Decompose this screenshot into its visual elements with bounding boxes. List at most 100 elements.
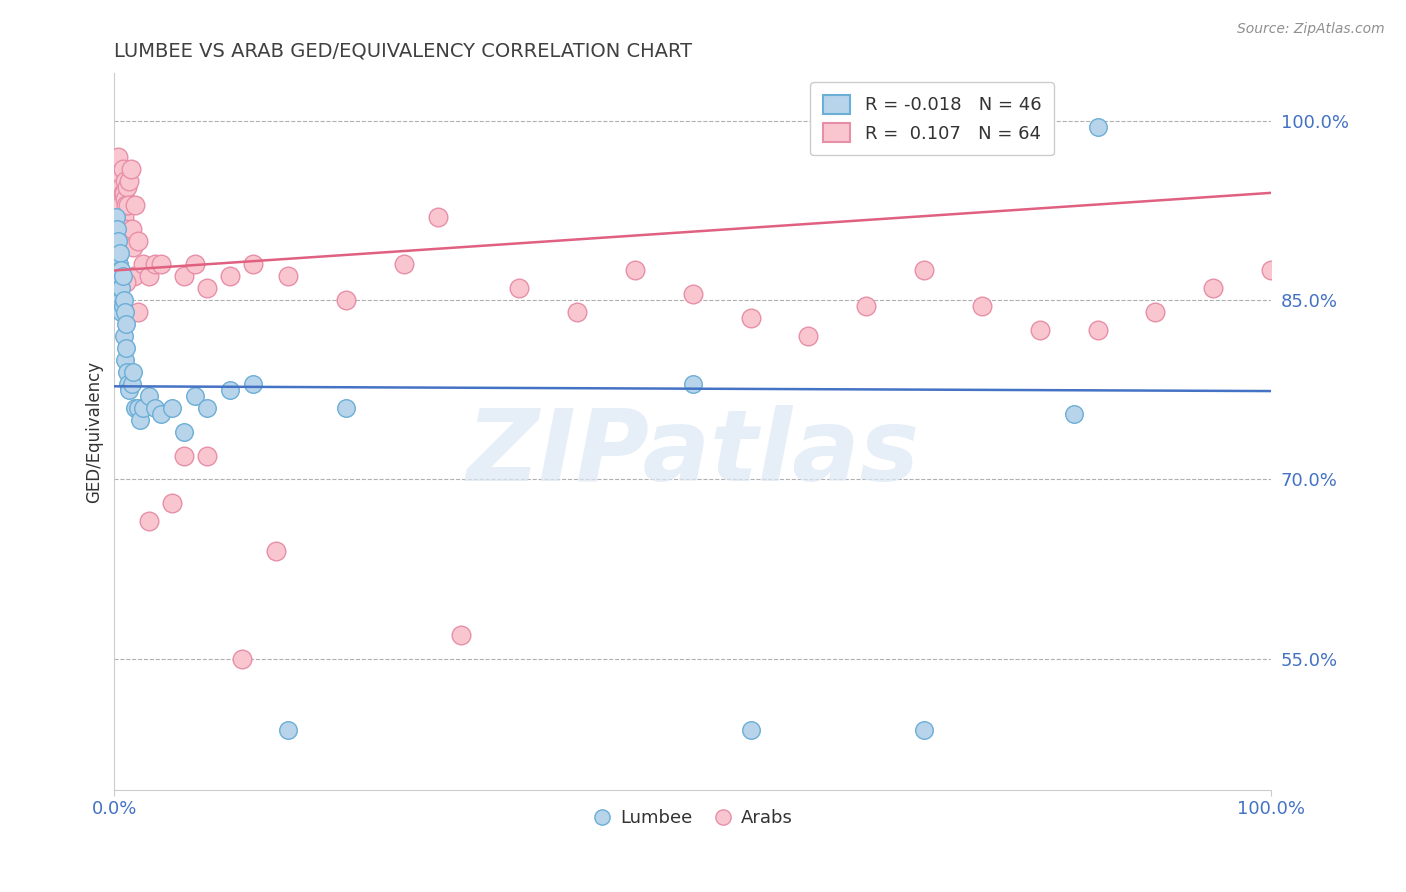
- Point: [111, 269, 134, 284]
- Point: [110, 198, 132, 212]
- Point: [624, 263, 647, 277]
- Point: [138, 514, 160, 528]
- Point: [110, 305, 132, 319]
- Point: [114, 192, 136, 206]
- Point: [110, 263, 132, 277]
- Text: LUMBEE VS ARAB GED/EQUIVALENCY CORRELATION CHART: LUMBEE VS ARAB GED/EQUIVALENCY CORRELATI…: [114, 42, 693, 61]
- Point: [128, 413, 150, 427]
- Point: [127, 401, 149, 415]
- Point: [115, 317, 138, 331]
- Point: [117, 376, 139, 391]
- Point: [277, 269, 299, 284]
- Point: [117, 234, 139, 248]
- Point: [392, 258, 415, 272]
- Point: [266, 544, 288, 558]
- Point: [115, 198, 138, 212]
- Point: [112, 186, 135, 200]
- Point: [108, 179, 131, 194]
- Point: [108, 168, 131, 182]
- Point: [127, 234, 149, 248]
- Point: [108, 281, 131, 295]
- Point: [912, 263, 935, 277]
- Point: [108, 245, 131, 260]
- Legend: Lumbee, Arabs: Lumbee, Arabs: [585, 802, 800, 835]
- Point: [138, 269, 160, 284]
- Point: [335, 401, 357, 415]
- Point: [105, 258, 128, 272]
- Point: [1260, 263, 1282, 277]
- Point: [1087, 323, 1109, 337]
- Point: [195, 449, 218, 463]
- Point: [855, 299, 877, 313]
- Point: [124, 401, 146, 415]
- Point: [115, 365, 138, 379]
- Point: [195, 281, 218, 295]
- Point: [110, 281, 132, 295]
- Point: [122, 239, 145, 253]
- Point: [105, 179, 128, 194]
- Point: [149, 258, 172, 272]
- Point: [108, 192, 131, 206]
- Point: [117, 198, 139, 212]
- Point: [162, 496, 184, 510]
- Point: [797, 329, 820, 343]
- Point: [184, 258, 207, 272]
- Point: [450, 628, 472, 642]
- Point: [121, 376, 143, 391]
- Point: [138, 389, 160, 403]
- Point: [114, 174, 136, 188]
- Point: [108, 258, 131, 272]
- Point: [508, 281, 530, 295]
- Point: [111, 161, 134, 176]
- Point: [121, 221, 143, 235]
- Point: [173, 449, 195, 463]
- Point: [132, 401, 155, 415]
- Point: [127, 305, 149, 319]
- Point: [111, 299, 134, 313]
- Point: [242, 258, 264, 272]
- Text: Source: ZipAtlas.com: Source: ZipAtlas.com: [1237, 22, 1385, 37]
- Point: [162, 401, 184, 415]
- Point: [132, 258, 155, 272]
- Point: [1202, 281, 1225, 295]
- Point: [114, 353, 136, 368]
- Point: [740, 311, 762, 326]
- Point: [335, 293, 357, 308]
- Point: [104, 210, 127, 224]
- Point: [149, 407, 172, 421]
- Point: [970, 299, 993, 313]
- Point: [118, 174, 141, 188]
- Point: [195, 401, 218, 415]
- Point: [682, 376, 704, 391]
- Point: [107, 269, 129, 284]
- Point: [231, 651, 253, 665]
- Point: [1063, 407, 1085, 421]
- Text: ZIPatlas: ZIPatlas: [467, 405, 920, 501]
- Point: [173, 269, 195, 284]
- Point: [108, 203, 131, 218]
- Point: [122, 269, 145, 284]
- Point: [219, 269, 242, 284]
- Point: [1087, 120, 1109, 135]
- Point: [173, 425, 195, 439]
- Point: [740, 723, 762, 738]
- Point: [219, 383, 242, 397]
- Point: [112, 210, 135, 224]
- Point: [682, 287, 704, 301]
- Point: [105, 221, 128, 235]
- Point: [107, 150, 129, 164]
- Point: [104, 161, 127, 176]
- Point: [110, 179, 132, 194]
- Point: [114, 305, 136, 319]
- Point: [112, 293, 135, 308]
- Point: [107, 234, 129, 248]
- Point: [143, 258, 166, 272]
- Point: [112, 329, 135, 343]
- Y-axis label: GED/Equivalency: GED/Equivalency: [86, 360, 103, 503]
- Point: [912, 723, 935, 738]
- Point: [118, 383, 141, 397]
- Point: [108, 287, 131, 301]
- Point: [277, 723, 299, 738]
- Point: [1029, 323, 1052, 337]
- Point: [115, 179, 138, 194]
